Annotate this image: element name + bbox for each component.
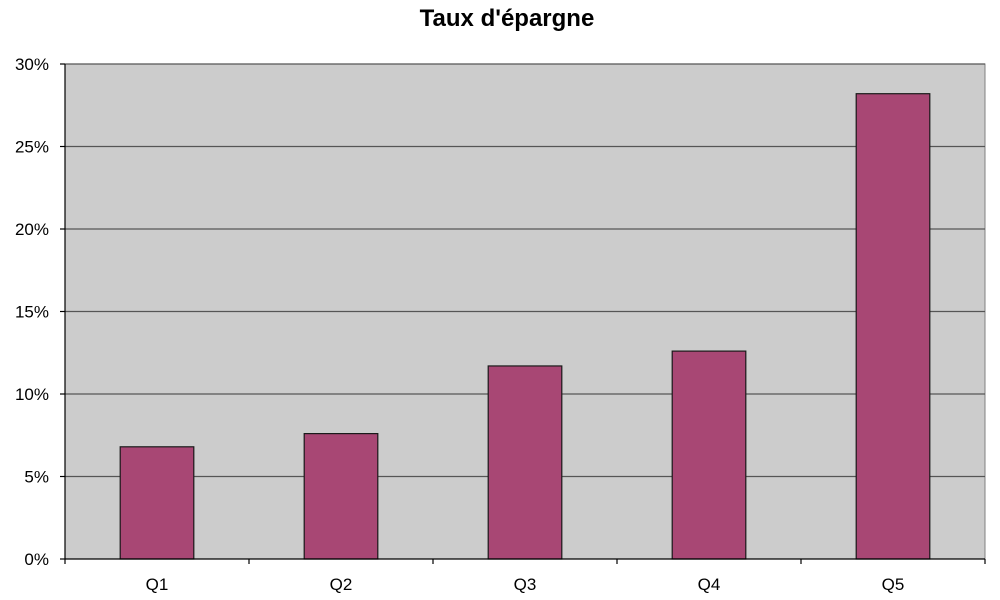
bar-q2 xyxy=(303,433,379,560)
y-tick-label: 5% xyxy=(24,468,49,487)
y-tick-label: 15% xyxy=(15,303,49,322)
x-tick-label: Q2 xyxy=(330,575,353,594)
y-tick-label: 25% xyxy=(15,138,49,157)
x-tick-label: Q1 xyxy=(146,575,169,594)
bar-q5 xyxy=(855,93,931,560)
chart-title: Taux d'épargne xyxy=(420,5,595,32)
y-tick-label: 0% xyxy=(24,550,49,569)
gridlines xyxy=(65,63,985,478)
x-tick-label: Q3 xyxy=(514,575,537,594)
y-tick-label: 30% xyxy=(15,55,49,74)
y-tick-label: 20% xyxy=(15,220,49,239)
bar-q3 xyxy=(487,365,563,560)
bar-q1 xyxy=(119,446,195,560)
bar-q4 xyxy=(671,350,747,560)
y-axis-ticks: 0% 5% 10% 15% 20% 25% 30% xyxy=(15,55,65,569)
x-tick-label: Q5 xyxy=(882,575,905,594)
y-tick-label: 10% xyxy=(15,385,49,404)
x-tick-label: Q4 xyxy=(698,575,721,594)
bars xyxy=(119,93,931,560)
x-axis-ticks: Q1 Q2 Q3 Q4 Q5 xyxy=(64,559,986,594)
